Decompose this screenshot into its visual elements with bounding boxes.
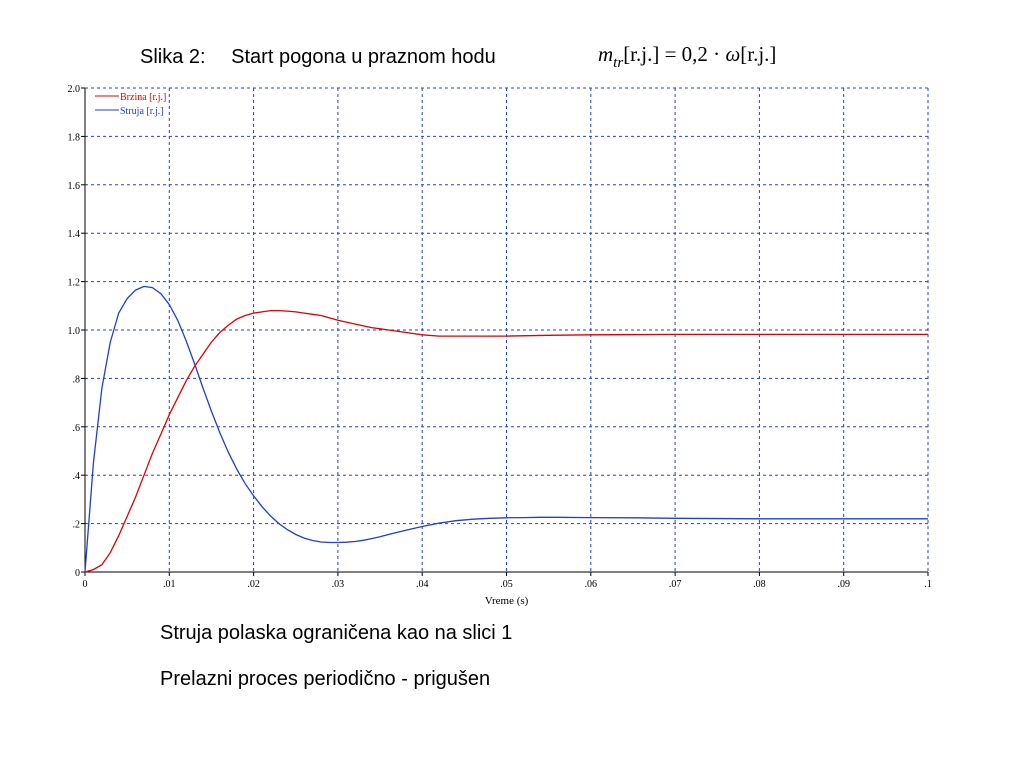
x-tick-label: .03	[332, 579, 345, 590]
x-tick-label: 0	[83, 579, 88, 590]
x-tick-label: .06	[585, 579, 598, 590]
legend-label: Struja [r.j.]	[120, 106, 164, 117]
x-tick-label: .05	[500, 579, 513, 590]
x-tick-label: .02	[247, 579, 260, 590]
slide-title: Slika 2: Start pogona u praznom hodu mtr…	[140, 40, 920, 76]
formula-unit-2: [r.j.]	[740, 42, 777, 66]
formula-variable: m	[598, 42, 614, 66]
x-tick-label: .08	[753, 579, 766, 590]
formula-subscript: tr	[613, 55, 624, 71]
y-tick-label: .6	[73, 423, 81, 434]
title-description: Start pogona u praznom hodu	[231, 46, 496, 68]
y-tick-label: 0	[75, 568, 80, 579]
chart-container: 0 .01 .02 .03 .04 .05 .06 .07 .08 .09 .1 0 .2 .4 .6 .8 1…	[0, 80, 1024, 620]
x-tick-label: .09	[837, 579, 850, 590]
x-axis-label: Vreme (s)	[485, 595, 529, 607]
y-tick-label: 1.0	[68, 326, 81, 337]
title-label: Slika 2:	[140, 46, 206, 68]
legend-label: Brzina [r.j.]	[120, 92, 166, 103]
y-tick-label: 1.4	[68, 229, 81, 240]
y-tick-label: .2	[73, 520, 81, 531]
series-line-brzina	[84, 309, 928, 573]
series-line-struja	[84, 285, 928, 573]
x-tick-label: .04	[416, 579, 429, 590]
formula-equals: = 0,2 ·	[659, 42, 726, 66]
x-tick-label: .1	[924, 579, 932, 590]
caption-transient-process: Prelazni proces periodično - prigušen	[160, 668, 491, 690]
formula-unit-1: [r.j.]	[623, 42, 660, 66]
formula: mtr[r.j.] = 0,2 · ω[r.j.]	[598, 42, 776, 72]
x-tick-label: .01	[163, 579, 176, 590]
y-tick-label: .8	[73, 374, 81, 385]
y-tick-label: .4	[73, 471, 81, 482]
caption-current-limit: Struja polaska ograničena kao na slici 1	[160, 622, 513, 644]
y-tick-label: 1.6	[68, 181, 81, 192]
title-text: Slika 2: Start pogona u praznom hodu	[140, 46, 496, 69]
y-tick-label: 1.8	[68, 132, 81, 143]
y-tick-label: 1.2	[68, 278, 81, 289]
formula-omega: ω	[725, 42, 741, 66]
y-tick-label: 2.0	[68, 84, 81, 95]
line-chart: 0 .01 .02 .03 .04 .05 .06 .07 .08 .09 .1 0 .2 .4 .6 .8 1…	[68, 84, 932, 607]
x-tick-label: .07	[669, 579, 682, 590]
